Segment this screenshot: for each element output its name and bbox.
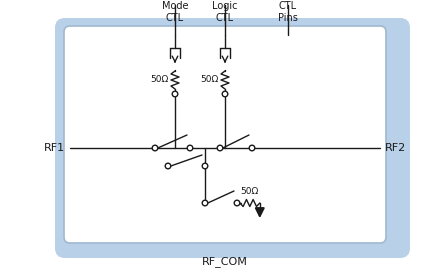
- Text: 50Ω: 50Ω: [201, 76, 219, 85]
- Text: RF1: RF1: [44, 143, 65, 153]
- Circle shape: [165, 163, 171, 169]
- Text: RF_COM: RF_COM: [202, 257, 248, 267]
- Circle shape: [217, 145, 223, 151]
- Text: 50Ω: 50Ω: [241, 187, 259, 196]
- Text: Mode
CTL: Mode CTL: [162, 1, 188, 23]
- Circle shape: [249, 145, 255, 151]
- Text: 50Ω: 50Ω: [151, 76, 169, 85]
- Circle shape: [152, 145, 158, 151]
- Circle shape: [202, 163, 208, 169]
- Text: RF2: RF2: [385, 143, 406, 153]
- Text: Logic
CTL: Logic CTL: [212, 1, 238, 23]
- Text: CTL
Pins: CTL Pins: [278, 1, 298, 23]
- FancyBboxPatch shape: [55, 18, 410, 258]
- Circle shape: [187, 145, 193, 151]
- FancyBboxPatch shape: [64, 26, 386, 243]
- Circle shape: [202, 200, 208, 206]
- Circle shape: [172, 91, 178, 97]
- Circle shape: [234, 200, 240, 206]
- Circle shape: [222, 91, 228, 97]
